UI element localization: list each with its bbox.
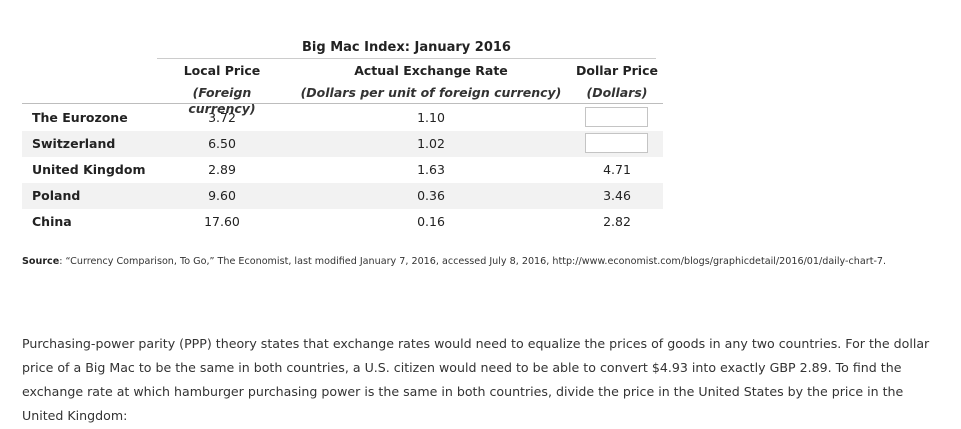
exchange-rate-value: 0.36 <box>417 188 445 203</box>
source-label: Source <box>22 256 60 267</box>
country-name: United Kingdom <box>32 162 146 177</box>
header-divider <box>22 103 663 104</box>
subheader-exchange-rate: (Dollars per unit of foreign currency) <box>300 85 562 100</box>
exchange-rate-value: 1.10 <box>417 110 445 125</box>
dollar-price-value: 3.46 <box>603 188 631 203</box>
source-text: : “Currency Comparison, To Go,” The Econ… <box>59 256 887 267</box>
dollar-price-input[interactable] <box>585 107 648 127</box>
header-dollar-price: Dollar Price <box>576 63 658 78</box>
dollar-price-input[interactable] <box>585 133 648 153</box>
country-name: Poland <box>32 188 81 203</box>
table-row: China 17.60 0.16 2.82 <box>22 209 663 235</box>
local-price-value: 17.60 <box>204 214 240 229</box>
local-price-value: 9.60 <box>208 188 236 203</box>
subheader-local-price: (Foreign currency) <box>188 85 256 116</box>
country-name: Switzerland <box>32 136 116 151</box>
dollar-price-value: 2.82 <box>603 214 631 229</box>
header-local-price: Local Price <box>183 63 261 78</box>
country-name: China <box>32 214 72 229</box>
table-row: Poland 9.60 0.36 3.46 <box>22 183 663 209</box>
big-mac-index-table: Big Mac Index: January 2016 Local Price … <box>22 40 663 235</box>
table-title: Big Mac Index: January 2016 <box>302 40 511 55</box>
exchange-rate-value: 0.16 <box>417 214 445 229</box>
table-row: United Kingdom 2.89 1.63 4.71 <box>22 157 663 183</box>
ppp-paragraph: Purchasing-power parity (PPP) theory sta… <box>22 336 930 423</box>
header-exchange-rate: Actual Exchange Rate <box>354 63 508 78</box>
dollar-price-value: 4.71 <box>603 162 631 177</box>
country-name: The Eurozone <box>32 110 128 125</box>
table-row: Switzerland 6.50 1.02 <box>22 131 663 157</box>
source-citation: Source: “Currency Comparison, To Go,” Th… <box>22 249 922 275</box>
local-price-value: 3.72 <box>208 110 236 125</box>
local-price-value: 2.89 <box>208 162 236 177</box>
exchange-rate-value: 1.02 <box>417 136 445 151</box>
local-price-value: 6.50 <box>208 136 236 151</box>
subheader-dollar-price: (Dollars) <box>586 85 648 100</box>
table-row: The Eurozone 3.72 1.10 <box>22 105 663 131</box>
exchange-rate-value: 1.63 <box>417 162 445 177</box>
title-divider <box>157 58 656 59</box>
